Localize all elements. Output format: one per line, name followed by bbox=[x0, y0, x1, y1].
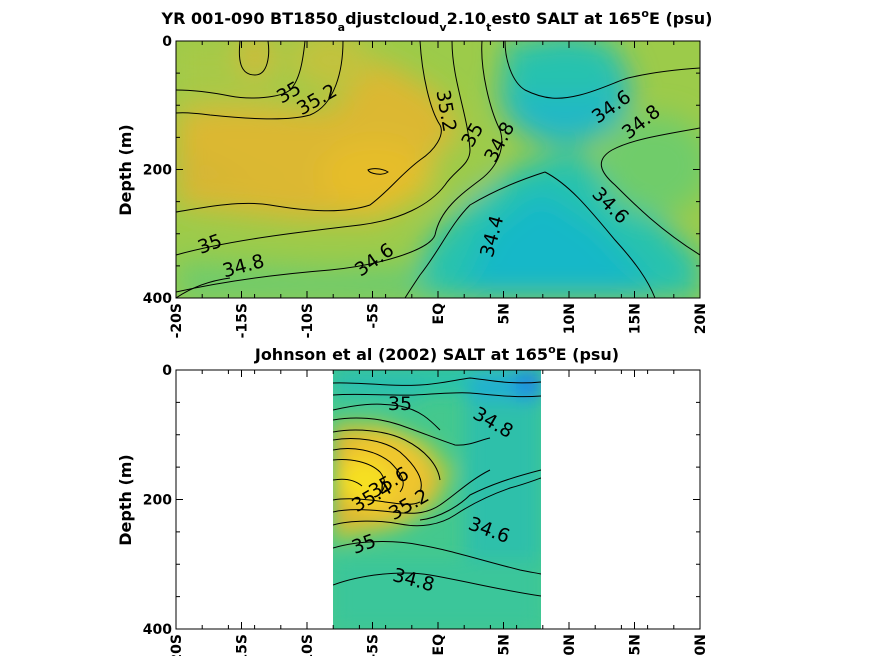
chart-top-field bbox=[176, 41, 700, 298]
contour-label: 35 bbox=[388, 393, 412, 415]
chart-bottom-contours bbox=[333, 377, 541, 597]
y-tick-label: 400 bbox=[143, 622, 172, 638]
chart-top: YR 001-090 BT1850adjustcloudv2.10test0 S… bbox=[116, 7, 712, 338]
x-tick-label: -5S bbox=[366, 634, 382, 656]
x-tick-label: EQ bbox=[431, 634, 447, 656]
chart-top-y-axis-label: Depth (m) bbox=[116, 124, 135, 216]
chart-bottom-y-axis-label: Depth (m) bbox=[116, 454, 135, 546]
y-tick-label: 0 bbox=[162, 34, 172, 50]
x-tick-label: -5S bbox=[366, 303, 382, 329]
x-tick-label: 10N bbox=[562, 303, 578, 334]
x-tick-label: EQ bbox=[431, 303, 447, 325]
x-tick-label: -10S bbox=[300, 303, 316, 338]
x-tick-label: 5N bbox=[497, 634, 513, 655]
x-tick-label: 20N bbox=[693, 303, 709, 334]
x-tick-label: -20S bbox=[169, 634, 185, 656]
chart-top-axes: -20S -15S -10S -5S EQ 5N 10N 15N 20N 0 200 400 bbox=[143, 34, 709, 338]
x-tick-label: 15N bbox=[628, 303, 644, 334]
x-tick-label: -10S bbox=[300, 634, 316, 656]
chart-bottom-field bbox=[333, 370, 541, 629]
y-tick-label: 200 bbox=[143, 163, 172, 179]
x-tick-label: -20S bbox=[169, 303, 185, 338]
x-tick-label: 10N bbox=[562, 634, 578, 656]
chart-bottom-title: Johnson et al (2002) SALT at 165oE (psu) bbox=[254, 343, 619, 364]
y-tick-label: 200 bbox=[143, 493, 172, 509]
y-tick-label: 400 bbox=[143, 291, 172, 307]
x-tick-label: -15S bbox=[235, 634, 251, 656]
chart-top-title: YR 001-090 BT1850adjustcloudv2.10test0 S… bbox=[161, 7, 713, 34]
x-tick-label: 20N bbox=[693, 634, 709, 656]
y-tick-label: 0 bbox=[162, 363, 172, 379]
x-tick-label: 15N bbox=[628, 634, 644, 656]
chart-bottom: Johnson et al (2002) SALT at 165oE (psu) bbox=[116, 343, 709, 656]
x-tick-label: -15S bbox=[235, 303, 251, 338]
chart-top-contours bbox=[176, 41, 700, 298]
chart-bottom-axes: -20S -15S -10S -5S EQ 5N 10N 15N 20N 0 200 400 bbox=[143, 363, 709, 656]
x-tick-label: 5N bbox=[497, 303, 513, 324]
